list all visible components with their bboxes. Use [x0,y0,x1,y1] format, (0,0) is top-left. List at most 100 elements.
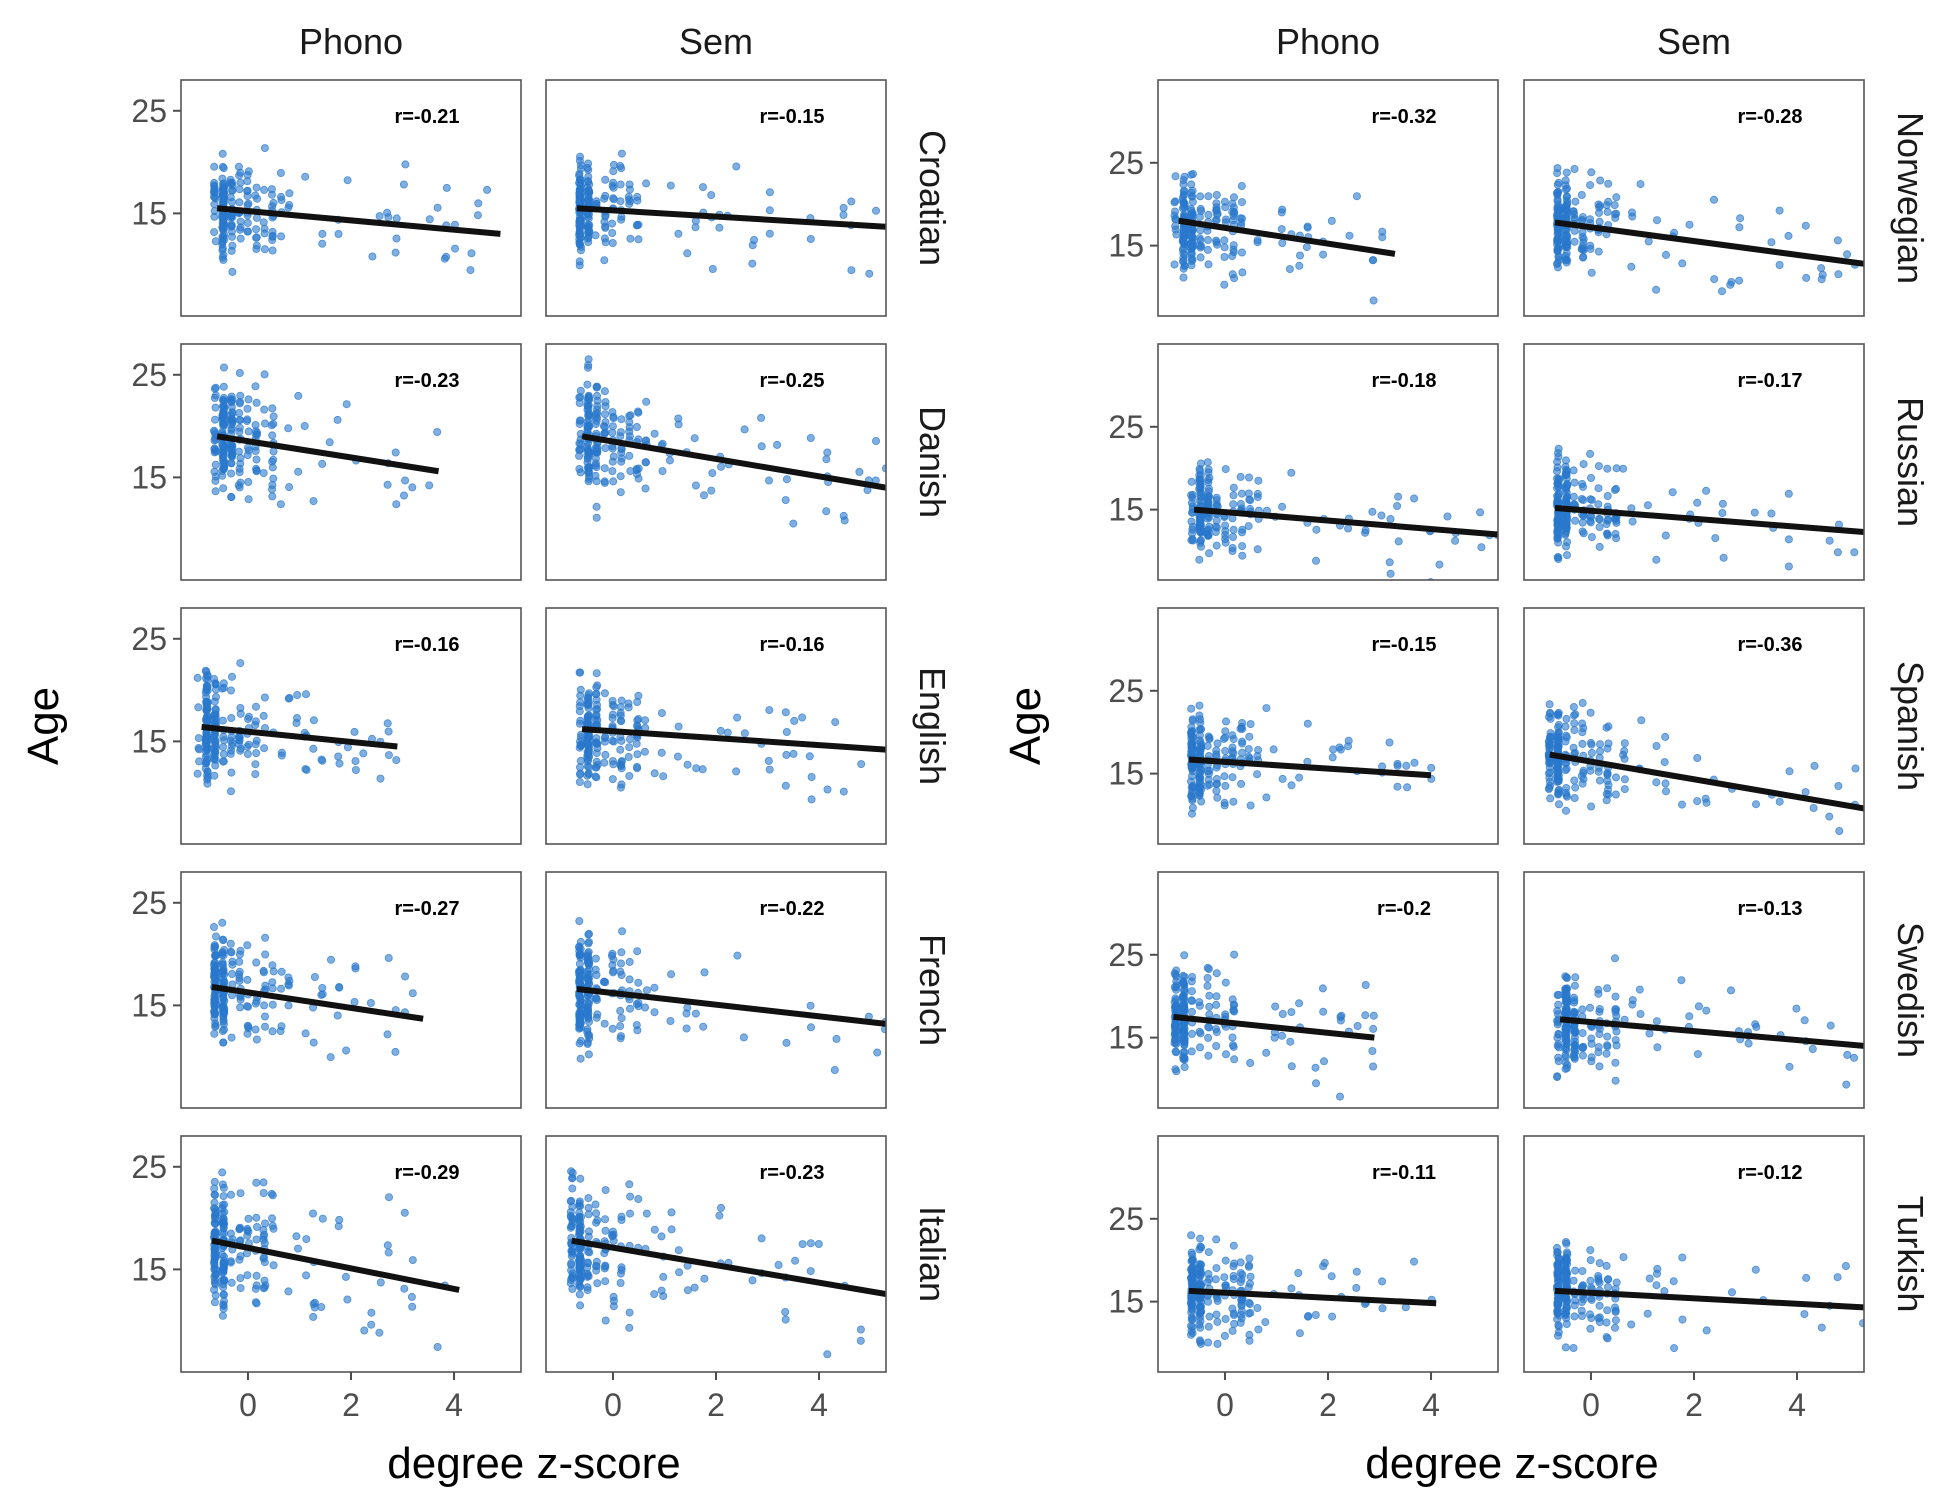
data-point [625,423,634,432]
data-point [1554,555,1563,564]
data-point [392,756,401,765]
data-point [226,411,235,420]
data-point [717,1203,726,1212]
data-point [1851,764,1860,773]
data-point [1254,746,1263,755]
facet-row-label: Swedish [1890,922,1931,1058]
x-tick-label: 0 [1216,1387,1234,1423]
y-tick-label: 15 [1108,228,1144,264]
data-point [608,757,617,766]
data-point [251,702,260,711]
data-point [210,162,219,171]
data-point [650,1290,659,1299]
data-point [591,231,600,240]
data-point [1562,168,1571,177]
data-point [1353,1022,1362,1031]
data-point [1643,1309,1652,1318]
data-point [1312,556,1321,565]
data-point [1612,1011,1621,1020]
data-point [1187,777,1196,786]
data-point [601,1186,610,1195]
data-point [1180,1063,1189,1072]
data-point [1586,181,1595,190]
data-point [1685,1012,1694,1021]
data-point [1220,1273,1229,1282]
facet-row-label: Turkish [1890,1196,1931,1313]
data-point [1594,247,1603,256]
data-point [1653,216,1662,225]
data-point [1180,1055,1189,1064]
data-point [1561,1035,1570,1044]
data-point [1570,996,1579,1005]
data-point [1270,1033,1279,1042]
data-point [194,703,203,712]
data-point [1327,216,1336,225]
data-point [210,995,219,1004]
data-point [260,744,269,753]
data-point [1312,525,1321,534]
data-point [1570,1033,1579,1042]
data-point [625,743,634,752]
data-point [1187,477,1196,486]
data-point [1204,192,1213,201]
data-point [284,980,293,989]
data-point [334,1222,343,1231]
data-point [1752,800,1761,809]
data-point [228,267,237,276]
facet-row-label: Spanish [1890,661,1931,791]
data-point [325,438,334,447]
panel-contents [575,149,886,278]
data-point [1859,1319,1864,1328]
data-point [1229,500,1238,509]
data-point [226,1190,235,1199]
data-point [193,769,202,778]
data-point [1203,981,1212,990]
data-point [584,198,593,207]
data-point [1578,699,1587,708]
data-point [235,416,244,425]
data-point [1553,226,1562,235]
data-point [1211,528,1220,537]
data-point [284,694,293,703]
data-point [219,1038,228,1047]
data-point [1562,465,1571,474]
x-tick-label: 0 [239,1387,257,1423]
regression-line [1554,219,1864,267]
data-point [814,1240,823,1249]
data-point [210,228,219,237]
data-point [211,942,220,951]
data-point [202,674,211,683]
data-point [1196,1234,1205,1243]
data-point [1545,741,1554,750]
data-point [682,1024,691,1033]
data-point [568,1174,577,1183]
data-point [1246,720,1255,729]
data-point [236,1274,245,1283]
data-point [318,1214,327,1223]
data-point [1319,1007,1328,1016]
data-point [584,1050,593,1059]
panel-border [1157,343,1499,581]
data-point [1711,534,1720,543]
data-point [1195,725,1204,734]
data-point [219,1025,228,1034]
data-point [592,734,601,743]
data-point [715,1211,724,1220]
data-point [1570,776,1579,785]
data-point [1562,731,1571,740]
data-point [1336,1092,1345,1101]
data-point [1230,1259,1239,1268]
data-point [1179,1003,1188,1012]
data-point [1238,551,1247,560]
data-point [1619,1253,1628,1262]
data-point [674,414,683,423]
data-point [1800,1310,1809,1319]
data-point [252,183,261,192]
data-point [1775,797,1784,806]
panel-border [545,343,887,581]
data-point [592,996,601,1005]
correlation-label: r=-0.25 [759,370,824,392]
data-point [1570,1301,1579,1310]
data-point [601,1215,610,1224]
